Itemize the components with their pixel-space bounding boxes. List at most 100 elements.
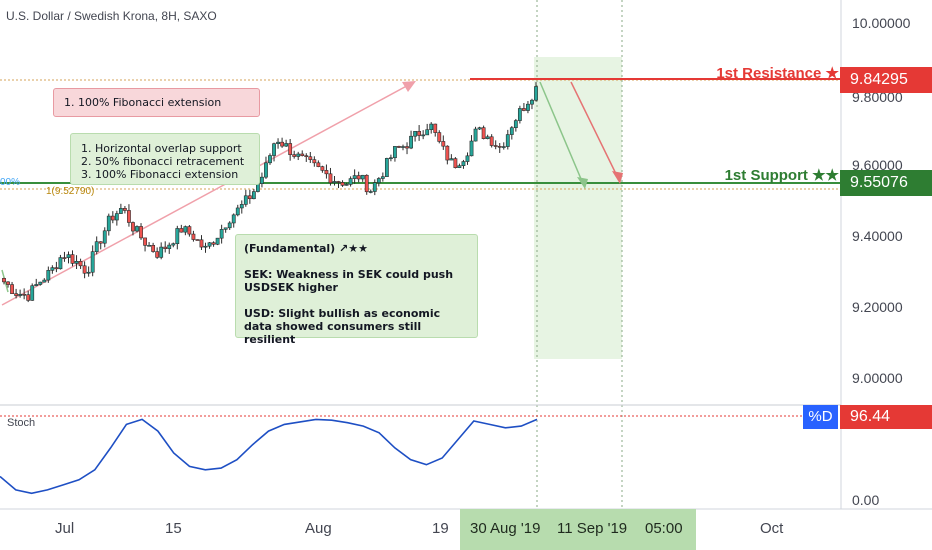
x-tick: 15 (165, 520, 182, 537)
candle-body (344, 184, 349, 186)
stoch-series-badge: %D (803, 405, 838, 429)
candle-body (70, 254, 75, 264)
candle-body (34, 284, 39, 287)
candle-body (336, 181, 341, 183)
candle-body (461, 161, 466, 167)
candle-body (421, 134, 426, 137)
candle-body (131, 222, 135, 232)
candle-body (457, 165, 462, 168)
candle-body (397, 146, 401, 148)
candle-body (481, 127, 486, 139)
chart-title: U.S. Dollar / Swedish Krona, 8H, SAXO (6, 9, 217, 23)
price-tick: 9.60000 (852, 157, 903, 173)
candle-body (247, 195, 252, 200)
projection-zone (534, 57, 622, 359)
candle-body (58, 257, 63, 270)
candle-body (288, 143, 293, 155)
candle-body (401, 146, 405, 148)
candle-body (106, 215, 111, 232)
candle-body (413, 131, 417, 137)
candle-body (26, 294, 31, 301)
candle-body (268, 155, 272, 164)
candle-body (118, 208, 123, 214)
candle-body (243, 195, 248, 205)
price-tick: 9.80000 (852, 89, 903, 105)
candle-body (376, 178, 381, 184)
candle-body (534, 86, 538, 101)
candle-body (389, 157, 393, 160)
candle-body (90, 251, 95, 273)
candle-body (66, 254, 71, 258)
support-reason-1: 1. Horizontal overlap support (81, 142, 242, 155)
candle-body (469, 140, 474, 157)
candle-body (441, 141, 446, 147)
candle-body (127, 210, 131, 223)
candle-body (501, 146, 506, 148)
candle-body (62, 257, 67, 259)
candle-body (195, 239, 200, 241)
candle-body (110, 215, 115, 221)
candle-body (360, 174, 365, 180)
candle-body (239, 204, 244, 209)
candle-body (207, 242, 212, 247)
candle-body (94, 241, 99, 252)
candle-body (272, 143, 276, 156)
candle-body (167, 244, 172, 249)
candle-body (513, 120, 518, 129)
candle-body (409, 135, 413, 149)
candle-body (316, 162, 321, 167)
candle-body (497, 146, 502, 148)
candle-body (14, 293, 18, 296)
candle-body (30, 285, 35, 301)
candle-body (211, 242, 216, 245)
candle-body (509, 127, 514, 135)
candle-body (175, 228, 180, 244)
candle-body (163, 246, 168, 249)
fundamental-note: (Fundamental) ↗★★ SEK: Weakness in SEK c… (235, 234, 478, 346)
candle-body (465, 155, 470, 162)
candle-body (304, 155, 309, 158)
candle-body (187, 226, 192, 235)
candle-body (384, 158, 389, 177)
candle-body (159, 246, 164, 258)
candle-body (473, 128, 478, 142)
candle-body (74, 261, 79, 264)
candle-body (405, 146, 409, 149)
candle-body (437, 132, 442, 142)
candle-body (308, 156, 313, 160)
candle-body (179, 228, 184, 233)
support-label: 1st Support ★★ (724, 167, 839, 184)
candle-body (393, 146, 397, 159)
candle-body (151, 245, 156, 252)
x-tick: Oct (760, 520, 784, 537)
x-highlight-label: 11 Sep '19 (557, 520, 628, 537)
candle-body (477, 127, 482, 130)
usd-note: USD: Slight bullish as economic data sho… (244, 307, 441, 346)
resistance-price-badge: 9.84295 (840, 67, 932, 93)
time-range-highlight: 30 Aug '19 11 Sep '19 05:00 (460, 509, 696, 550)
x-tick: Aug (305, 520, 332, 537)
candle-body (517, 108, 522, 121)
candle-body (114, 213, 119, 221)
candle-body (260, 176, 264, 184)
candle-body (191, 233, 196, 240)
support-reason-3: 3. 100% Fibonacci extension (81, 168, 239, 181)
candle-body (328, 173, 333, 184)
candle-body (429, 123, 434, 130)
x-highlight-label: 05:00 (645, 520, 683, 537)
candle-body (223, 227, 228, 230)
candle-body (139, 226, 143, 239)
candle-body (284, 143, 289, 147)
candle-body (2, 278, 6, 283)
candle-body (356, 175, 361, 180)
candle-body (264, 162, 268, 178)
candle-body (54, 267, 59, 270)
candle-body (86, 271, 91, 274)
candle-body (135, 226, 139, 232)
projection-arrow-green (539, 81, 585, 187)
candle-body (380, 176, 385, 179)
stoch-label: Stoch (7, 417, 36, 429)
candle-body (296, 153, 301, 157)
candle-body (445, 145, 450, 161)
candle-body (231, 214, 236, 224)
